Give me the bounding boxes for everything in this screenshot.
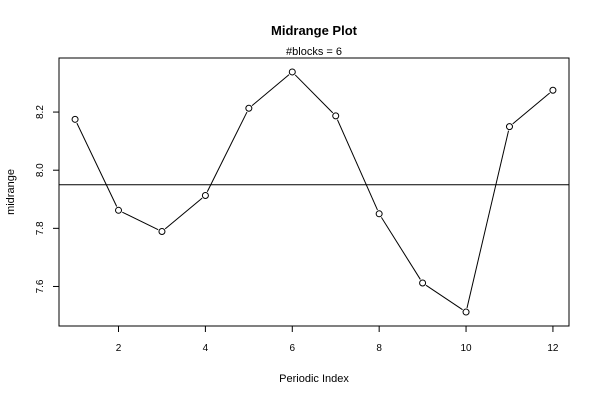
- x-tick-label: 4: [203, 343, 209, 354]
- marker-layer: [71, 68, 557, 316]
- series-segment: [425, 284, 463, 311]
- series-segment: [251, 74, 290, 106]
- series-segment: [294, 74, 334, 114]
- chart-subtitle: #blocks = 6: [286, 46, 342, 58]
- series-segment: [512, 92, 551, 125]
- x-axis: 2 4 6 8 10 12: [116, 326, 559, 354]
- series-segment: [466, 130, 510, 309]
- chart-title: Midrange Plot: [271, 23, 358, 38]
- data-point: [115, 206, 123, 214]
- data-point: [201, 191, 209, 199]
- data-point: [505, 123, 513, 131]
- series-segment: [122, 211, 159, 231]
- series-segment: [336, 119, 378, 211]
- data-point: [245, 104, 253, 112]
- y-tick-label: 7.6: [35, 279, 46, 293]
- series-layer: [76, 74, 551, 311]
- y-tick-label: 8.0: [35, 163, 46, 177]
- series-segment: [206, 111, 248, 192]
- y-axis-label: midrange: [5, 169, 17, 215]
- data-point: [462, 308, 470, 316]
- data-point: [158, 228, 166, 236]
- x-tick-label: 6: [289, 343, 295, 354]
- series-segment: [164, 197, 203, 230]
- series-segment: [380, 217, 421, 280]
- series-segment: [76, 122, 118, 207]
- x-tick-label: 12: [547, 343, 559, 354]
- data-point: [332, 112, 340, 120]
- data-point: [288, 68, 296, 76]
- x-tick-label: 2: [116, 343, 122, 354]
- y-axis: 7.6 7.8 8.0 8.2: [35, 105, 59, 293]
- plot-frame: [58, 57, 570, 327]
- y-tick-label: 7.8: [35, 221, 46, 235]
- data-point: [71, 115, 79, 123]
- y-tick-label: 8.2: [35, 105, 46, 119]
- data-point: [419, 279, 427, 287]
- x-axis-label: Periodic Index: [279, 373, 349, 385]
- x-tick-label: 8: [376, 343, 382, 354]
- data-point: [549, 86, 557, 94]
- data-point: [375, 210, 383, 218]
- x-tick-label: 10: [460, 343, 472, 354]
